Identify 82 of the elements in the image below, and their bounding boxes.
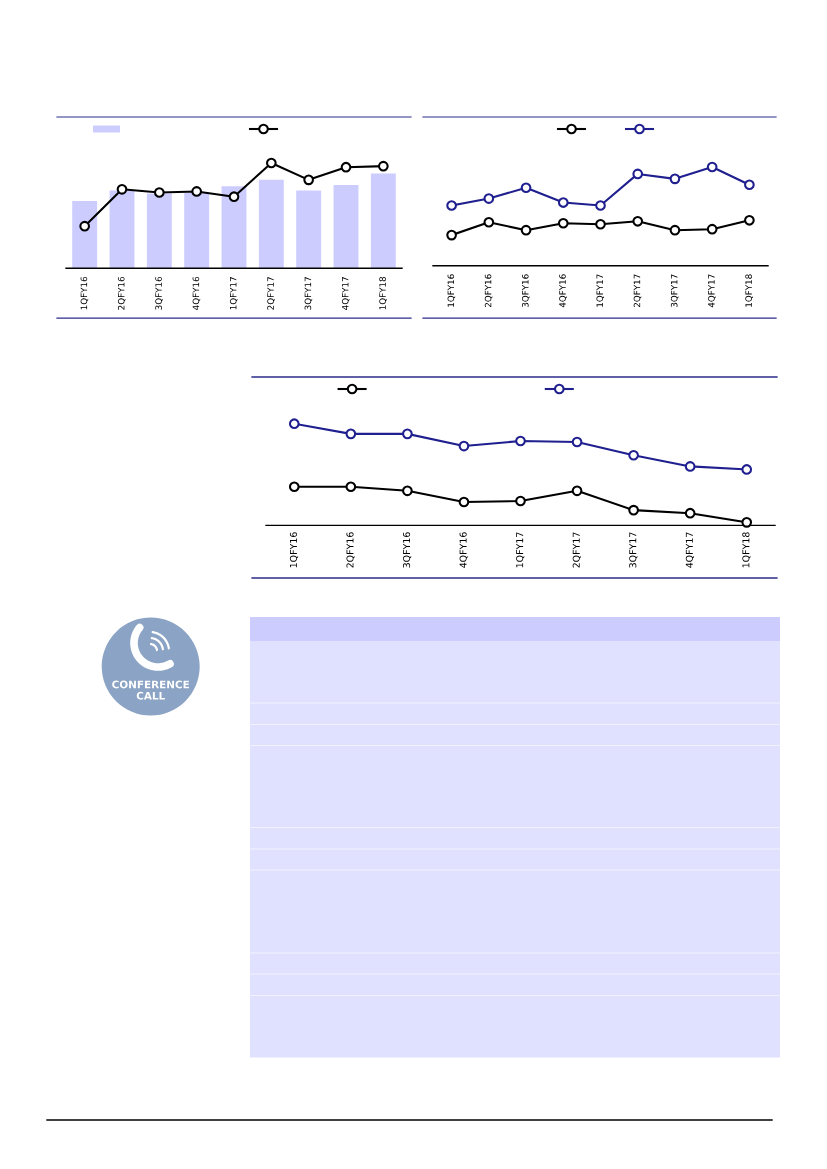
x-tick-label: 4QFY16	[559, 274, 567, 308]
point	[483, 193, 495, 204]
point	[557, 217, 569, 229]
point	[288, 418, 300, 430]
x-tick-label: 1QFY16	[80, 276, 89, 310]
x-tick-label: 1QFY18	[379, 276, 387, 310]
point	[628, 449, 639, 461]
x-tick-label: 1QFY18	[742, 532, 751, 568]
x-tick-label: 3QFY16	[402, 532, 412, 568]
point	[628, 504, 639, 516]
x-tick-label: 4QFY17	[685, 532, 694, 568]
x-tick-label: 1QFY16	[289, 532, 299, 568]
point	[116, 183, 128, 195]
x-tick-label: 1QFY16	[447, 274, 456, 307]
bar	[333, 185, 359, 269]
bar	[258, 179, 284, 269]
point	[340, 161, 352, 173]
x-tick-label: 3QFY17	[304, 277, 313, 310]
point	[377, 160, 389, 172]
x-tick-label: 1QFY17	[516, 532, 525, 568]
point	[520, 224, 532, 236]
x-tick-label: 1QFY17	[596, 274, 605, 307]
bar	[221, 186, 247, 269]
point	[571, 485, 583, 497]
x-tick-label: 2QFY17	[633, 274, 642, 308]
point	[684, 507, 696, 519]
point	[79, 220, 91, 232]
point	[571, 436, 583, 448]
point	[288, 481, 300, 493]
x-tick-label: 1QFY17	[229, 277, 238, 310]
bar	[184, 192, 210, 269]
point	[483, 216, 495, 228]
point	[265, 157, 277, 169]
bar	[109, 190, 135, 269]
x-tick-label: 2QFY16	[117, 276, 126, 310]
x-tick-label: 4QFY17	[708, 274, 716, 308]
bar	[296, 190, 322, 269]
point	[706, 161, 718, 173]
bar	[72, 200, 98, 269]
x-tick-label: 2QFY17	[267, 277, 275, 310]
point	[741, 464, 753, 475]
point	[446, 200, 457, 211]
x-tick-label: 2QFY16	[346, 532, 355, 568]
x-tick-label: 4QFY16	[192, 276, 201, 310]
x-tick-label: 3QFY16	[155, 276, 163, 310]
point	[595, 218, 606, 230]
point	[402, 428, 413, 440]
x-tick-label: 2QFY17	[572, 532, 581, 568]
point	[515, 435, 526, 447]
point	[153, 187, 165, 198]
point	[744, 214, 755, 226]
point	[520, 182, 532, 194]
point	[303, 174, 315, 186]
x-tick-label: 2QFY16	[484, 274, 493, 308]
point	[706, 223, 718, 235]
point	[669, 224, 681, 236]
point	[458, 496, 470, 508]
point	[402, 485, 413, 497]
point	[741, 517, 753, 528]
point	[684, 461, 696, 472]
text: CONFERENCE CALL	[112, 680, 189, 700]
x-tick-label: 3QFY17	[670, 274, 679, 308]
point	[557, 197, 569, 208]
point	[515, 495, 526, 507]
bar	[146, 193, 172, 269]
x-tick-label: 3QFY17	[629, 532, 638, 568]
x-tick-label: 4QFY16	[459, 532, 468, 568]
point	[632, 215, 644, 227]
x-tick-label: 1QFY18	[745, 274, 753, 307]
point	[744, 179, 755, 191]
point	[228, 191, 240, 203]
bar	[370, 173, 396, 269]
point	[345, 481, 357, 493]
x-tick-label: 3QFY16	[521, 274, 530, 308]
point	[669, 173, 681, 185]
point	[595, 200, 606, 211]
point	[191, 186, 203, 197]
point	[446, 229, 457, 241]
x-tick-label: 4QFY17	[341, 277, 350, 310]
point	[632, 168, 644, 180]
point	[345, 428, 357, 440]
point	[458, 440, 470, 452]
